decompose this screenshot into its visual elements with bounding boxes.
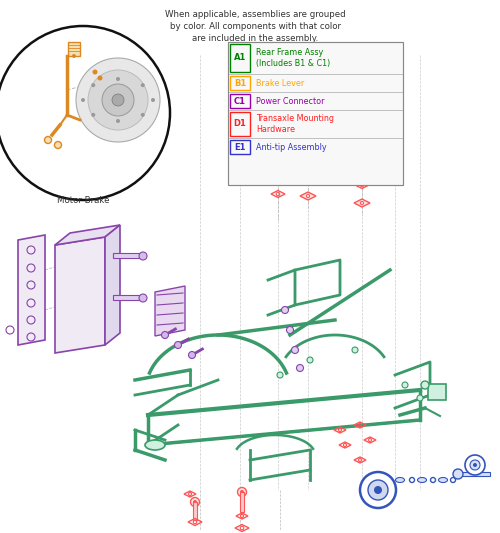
- Circle shape: [76, 58, 160, 142]
- Circle shape: [276, 85, 280, 89]
- Circle shape: [92, 69, 98, 75]
- Text: C1: C1: [234, 96, 246, 106]
- Text: A1: A1: [234, 53, 246, 62]
- Bar: [230, 44, 250, 72]
- Text: Brake Lever: Brake Lever: [256, 78, 304, 87]
- Text: B1: B1: [234, 78, 246, 87]
- Circle shape: [360, 75, 364, 79]
- Circle shape: [282, 306, 288, 313]
- Circle shape: [98, 76, 102, 80]
- Circle shape: [453, 469, 463, 479]
- Ellipse shape: [410, 478, 414, 482]
- Circle shape: [140, 113, 144, 117]
- Polygon shape: [269, 174, 287, 182]
- Circle shape: [238, 488, 246, 497]
- Ellipse shape: [396, 478, 404, 482]
- Text: Power Connector: Power Connector: [256, 96, 324, 106]
- Bar: [428, 384, 446, 400]
- Circle shape: [304, 69, 312, 77]
- Text: Motor Brake: Motor Brake: [57, 196, 109, 205]
- Circle shape: [465, 455, 485, 475]
- Bar: [458, 472, 490, 476]
- Circle shape: [92, 83, 96, 87]
- Bar: [113, 253, 141, 258]
- Circle shape: [402, 382, 408, 388]
- Polygon shape: [353, 164, 371, 173]
- Bar: [276, 87, 280, 109]
- Circle shape: [116, 119, 120, 123]
- Bar: [230, 76, 250, 90]
- Circle shape: [88, 70, 148, 130]
- Circle shape: [358, 72, 366, 82]
- Circle shape: [116, 77, 120, 81]
- Circle shape: [240, 490, 244, 494]
- Polygon shape: [55, 225, 120, 245]
- Text: Anti-tip Assembly: Anti-tip Assembly: [256, 142, 326, 151]
- Circle shape: [374, 486, 382, 494]
- Text: When applicable, assemblies are grouped
by color. All components with that color: When applicable, assemblies are grouped …: [164, 10, 346, 43]
- Ellipse shape: [430, 478, 436, 482]
- Circle shape: [139, 252, 147, 260]
- Bar: [228, 42, 403, 185]
- Ellipse shape: [418, 478, 426, 482]
- Circle shape: [174, 342, 182, 349]
- Circle shape: [417, 395, 423, 401]
- Text: D1: D1: [234, 119, 246, 128]
- Circle shape: [188, 351, 196, 359]
- Bar: [306, 73, 310, 98]
- Bar: [193, 502, 197, 520]
- Circle shape: [81, 98, 85, 102]
- Circle shape: [139, 294, 147, 302]
- Polygon shape: [18, 235, 45, 345]
- Circle shape: [470, 460, 480, 470]
- Text: Transaxle Mounting
Hardware: Transaxle Mounting Hardware: [256, 114, 334, 134]
- Circle shape: [190, 497, 200, 506]
- Circle shape: [307, 357, 313, 363]
- Circle shape: [286, 327, 294, 334]
- Circle shape: [368, 480, 388, 500]
- Ellipse shape: [450, 478, 456, 482]
- Text: E1: E1: [234, 142, 246, 151]
- Circle shape: [292, 346, 298, 353]
- Text: Rear Frame Assy
(Includes B1 & C1): Rear Frame Assy (Includes B1 & C1): [256, 48, 330, 68]
- Circle shape: [277, 372, 283, 378]
- Polygon shape: [105, 225, 120, 345]
- Bar: [228, 42, 403, 185]
- Circle shape: [306, 71, 310, 75]
- Bar: [230, 140, 250, 154]
- Circle shape: [102, 84, 134, 116]
- Bar: [360, 77, 364, 100]
- Circle shape: [0, 26, 170, 200]
- Circle shape: [352, 347, 358, 353]
- Polygon shape: [55, 237, 105, 353]
- Ellipse shape: [145, 440, 165, 450]
- Circle shape: [92, 113, 96, 117]
- Circle shape: [162, 332, 168, 338]
- Circle shape: [112, 94, 124, 106]
- Polygon shape: [354, 199, 370, 207]
- Circle shape: [44, 136, 52, 143]
- Bar: [230, 94, 250, 108]
- Bar: [230, 112, 250, 136]
- Bar: [68, 42, 80, 56]
- Circle shape: [473, 463, 477, 467]
- Circle shape: [54, 141, 62, 149]
- Circle shape: [360, 472, 396, 508]
- Circle shape: [421, 381, 429, 389]
- Circle shape: [296, 365, 304, 372]
- Ellipse shape: [438, 478, 448, 482]
- Circle shape: [151, 98, 155, 102]
- Bar: [113, 295, 141, 300]
- Circle shape: [274, 83, 282, 92]
- Polygon shape: [155, 286, 185, 336]
- Circle shape: [72, 54, 76, 58]
- Polygon shape: [300, 192, 316, 200]
- Circle shape: [140, 83, 144, 87]
- Bar: [240, 492, 244, 512]
- Polygon shape: [299, 158, 317, 167]
- Circle shape: [193, 500, 197, 504]
